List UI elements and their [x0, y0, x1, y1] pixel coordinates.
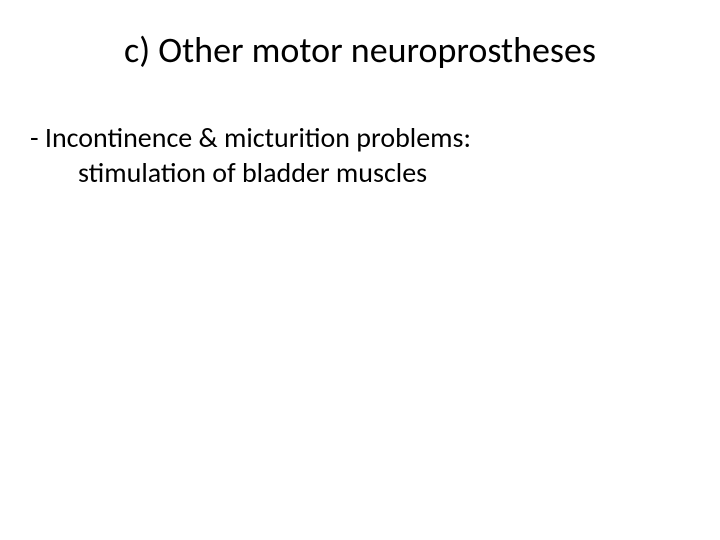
- slide-body: - Incontinence & micturition problems: s…: [30, 120, 690, 190]
- slide-container: c) Other motor neuroprostheses - Inconti…: [0, 0, 720, 540]
- slide-title: c) Other motor neuroprostheses: [30, 28, 690, 72]
- body-line-2: stimulation of bladder muscles: [30, 155, 690, 190]
- body-line-1: - Incontinence & micturition problems:: [30, 120, 690, 155]
